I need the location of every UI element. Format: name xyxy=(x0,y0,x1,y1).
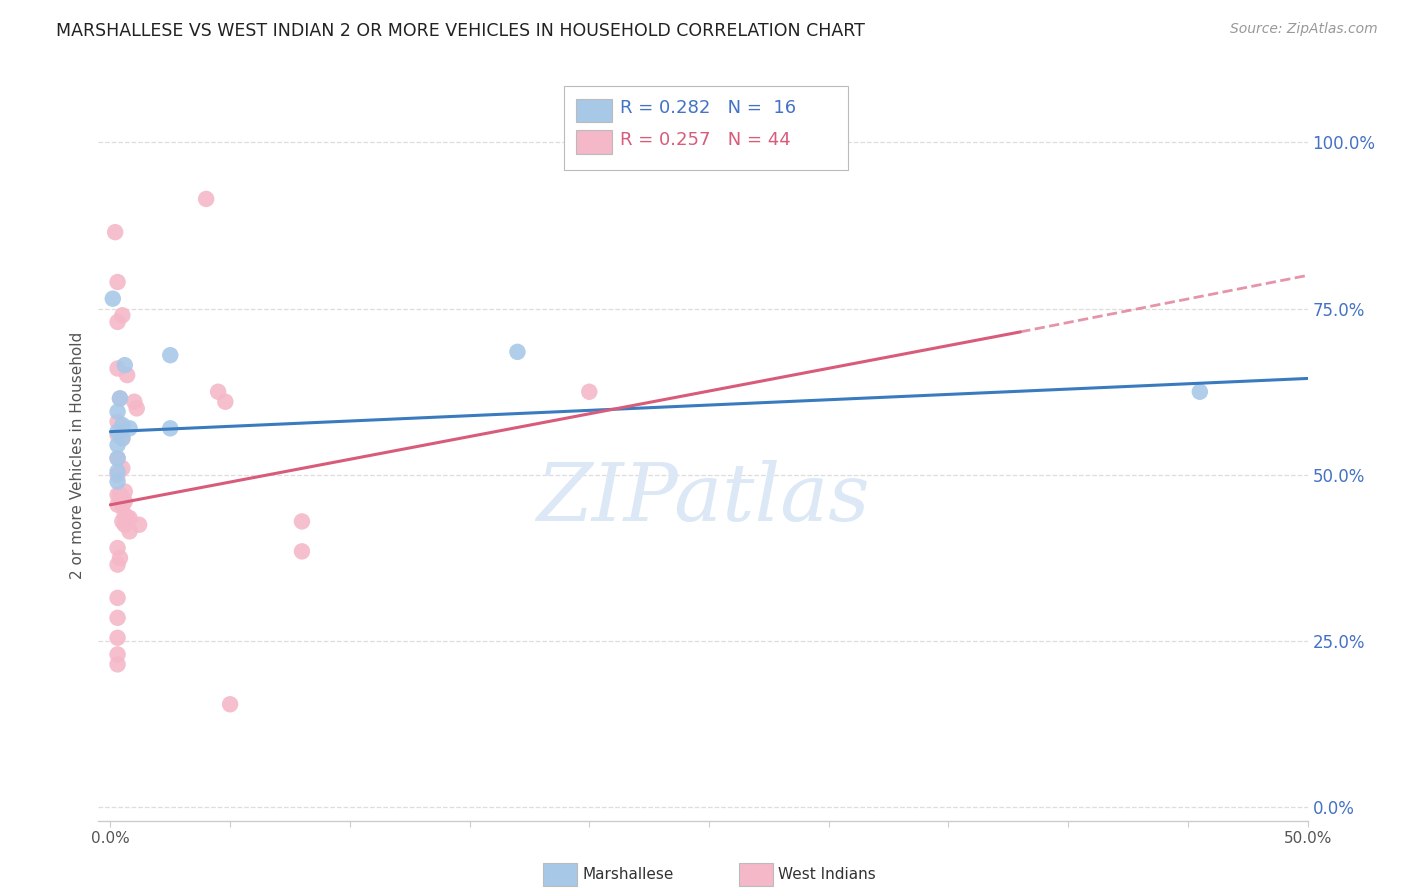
Point xyxy=(107,451,129,466)
Point xyxy=(108,392,131,406)
Point xyxy=(118,421,141,435)
Point xyxy=(111,461,134,475)
Point xyxy=(107,415,129,429)
Point xyxy=(111,431,134,445)
Text: R = 0.282   N =  16: R = 0.282 N = 16 xyxy=(620,99,796,117)
Y-axis label: 2 or more Vehicles in Household: 2 or more Vehicles in Household xyxy=(70,331,86,579)
Point xyxy=(114,508,136,522)
Point xyxy=(107,541,129,555)
Text: ZIPatlas: ZIPatlas xyxy=(536,460,870,538)
Point xyxy=(108,488,131,502)
Point xyxy=(107,275,129,289)
Point xyxy=(107,361,129,376)
Point xyxy=(107,648,129,662)
Point xyxy=(214,394,236,409)
Point xyxy=(118,511,141,525)
Text: MARSHALLESE VS WEST INDIAN 2 OR MORE VEHICLES IN HOUSEHOLD CORRELATION CHART: MARSHALLESE VS WEST INDIAN 2 OR MORE VEH… xyxy=(56,22,865,40)
Point xyxy=(107,558,129,572)
Point xyxy=(107,451,129,466)
Point xyxy=(107,631,129,645)
Point xyxy=(125,401,148,416)
Point xyxy=(111,491,134,505)
Point xyxy=(114,494,136,508)
Point xyxy=(195,192,218,206)
Point xyxy=(107,315,129,329)
Point xyxy=(107,425,129,439)
Point xyxy=(219,698,242,712)
FancyBboxPatch shape xyxy=(576,99,613,122)
Point xyxy=(207,384,229,399)
Point xyxy=(114,358,136,372)
Point xyxy=(107,438,129,452)
FancyBboxPatch shape xyxy=(576,130,613,153)
Point xyxy=(124,394,146,409)
Point xyxy=(578,384,600,399)
Point xyxy=(107,465,129,479)
Point xyxy=(107,591,129,605)
Point xyxy=(111,417,134,432)
Point xyxy=(291,515,314,529)
Point xyxy=(291,544,314,558)
Point xyxy=(115,511,138,525)
Point xyxy=(111,498,134,512)
Point xyxy=(104,225,127,239)
Point xyxy=(107,475,129,489)
Point xyxy=(506,344,529,359)
Point xyxy=(159,348,181,362)
FancyBboxPatch shape xyxy=(740,863,773,887)
Point xyxy=(111,431,134,445)
Point xyxy=(128,517,150,532)
Point xyxy=(114,517,136,532)
Text: Marshallese: Marshallese xyxy=(582,867,673,882)
Point xyxy=(107,405,129,419)
Point xyxy=(118,524,141,539)
Point xyxy=(107,657,129,672)
Point xyxy=(1188,384,1211,399)
FancyBboxPatch shape xyxy=(564,86,848,169)
Point xyxy=(101,292,124,306)
Point xyxy=(107,488,129,502)
Point xyxy=(111,515,134,529)
Text: Source: ZipAtlas.com: Source: ZipAtlas.com xyxy=(1230,22,1378,37)
Point xyxy=(107,498,129,512)
Point xyxy=(107,611,129,625)
Point xyxy=(111,308,134,322)
Point xyxy=(108,392,131,406)
Point xyxy=(159,421,181,435)
FancyBboxPatch shape xyxy=(543,863,578,887)
Point xyxy=(115,368,138,383)
Text: R = 0.257   N = 44: R = 0.257 N = 44 xyxy=(620,131,790,149)
Point xyxy=(107,428,129,442)
Point xyxy=(114,484,136,499)
Text: West Indians: West Indians xyxy=(778,867,876,882)
Point xyxy=(108,551,131,566)
Point xyxy=(107,467,129,482)
